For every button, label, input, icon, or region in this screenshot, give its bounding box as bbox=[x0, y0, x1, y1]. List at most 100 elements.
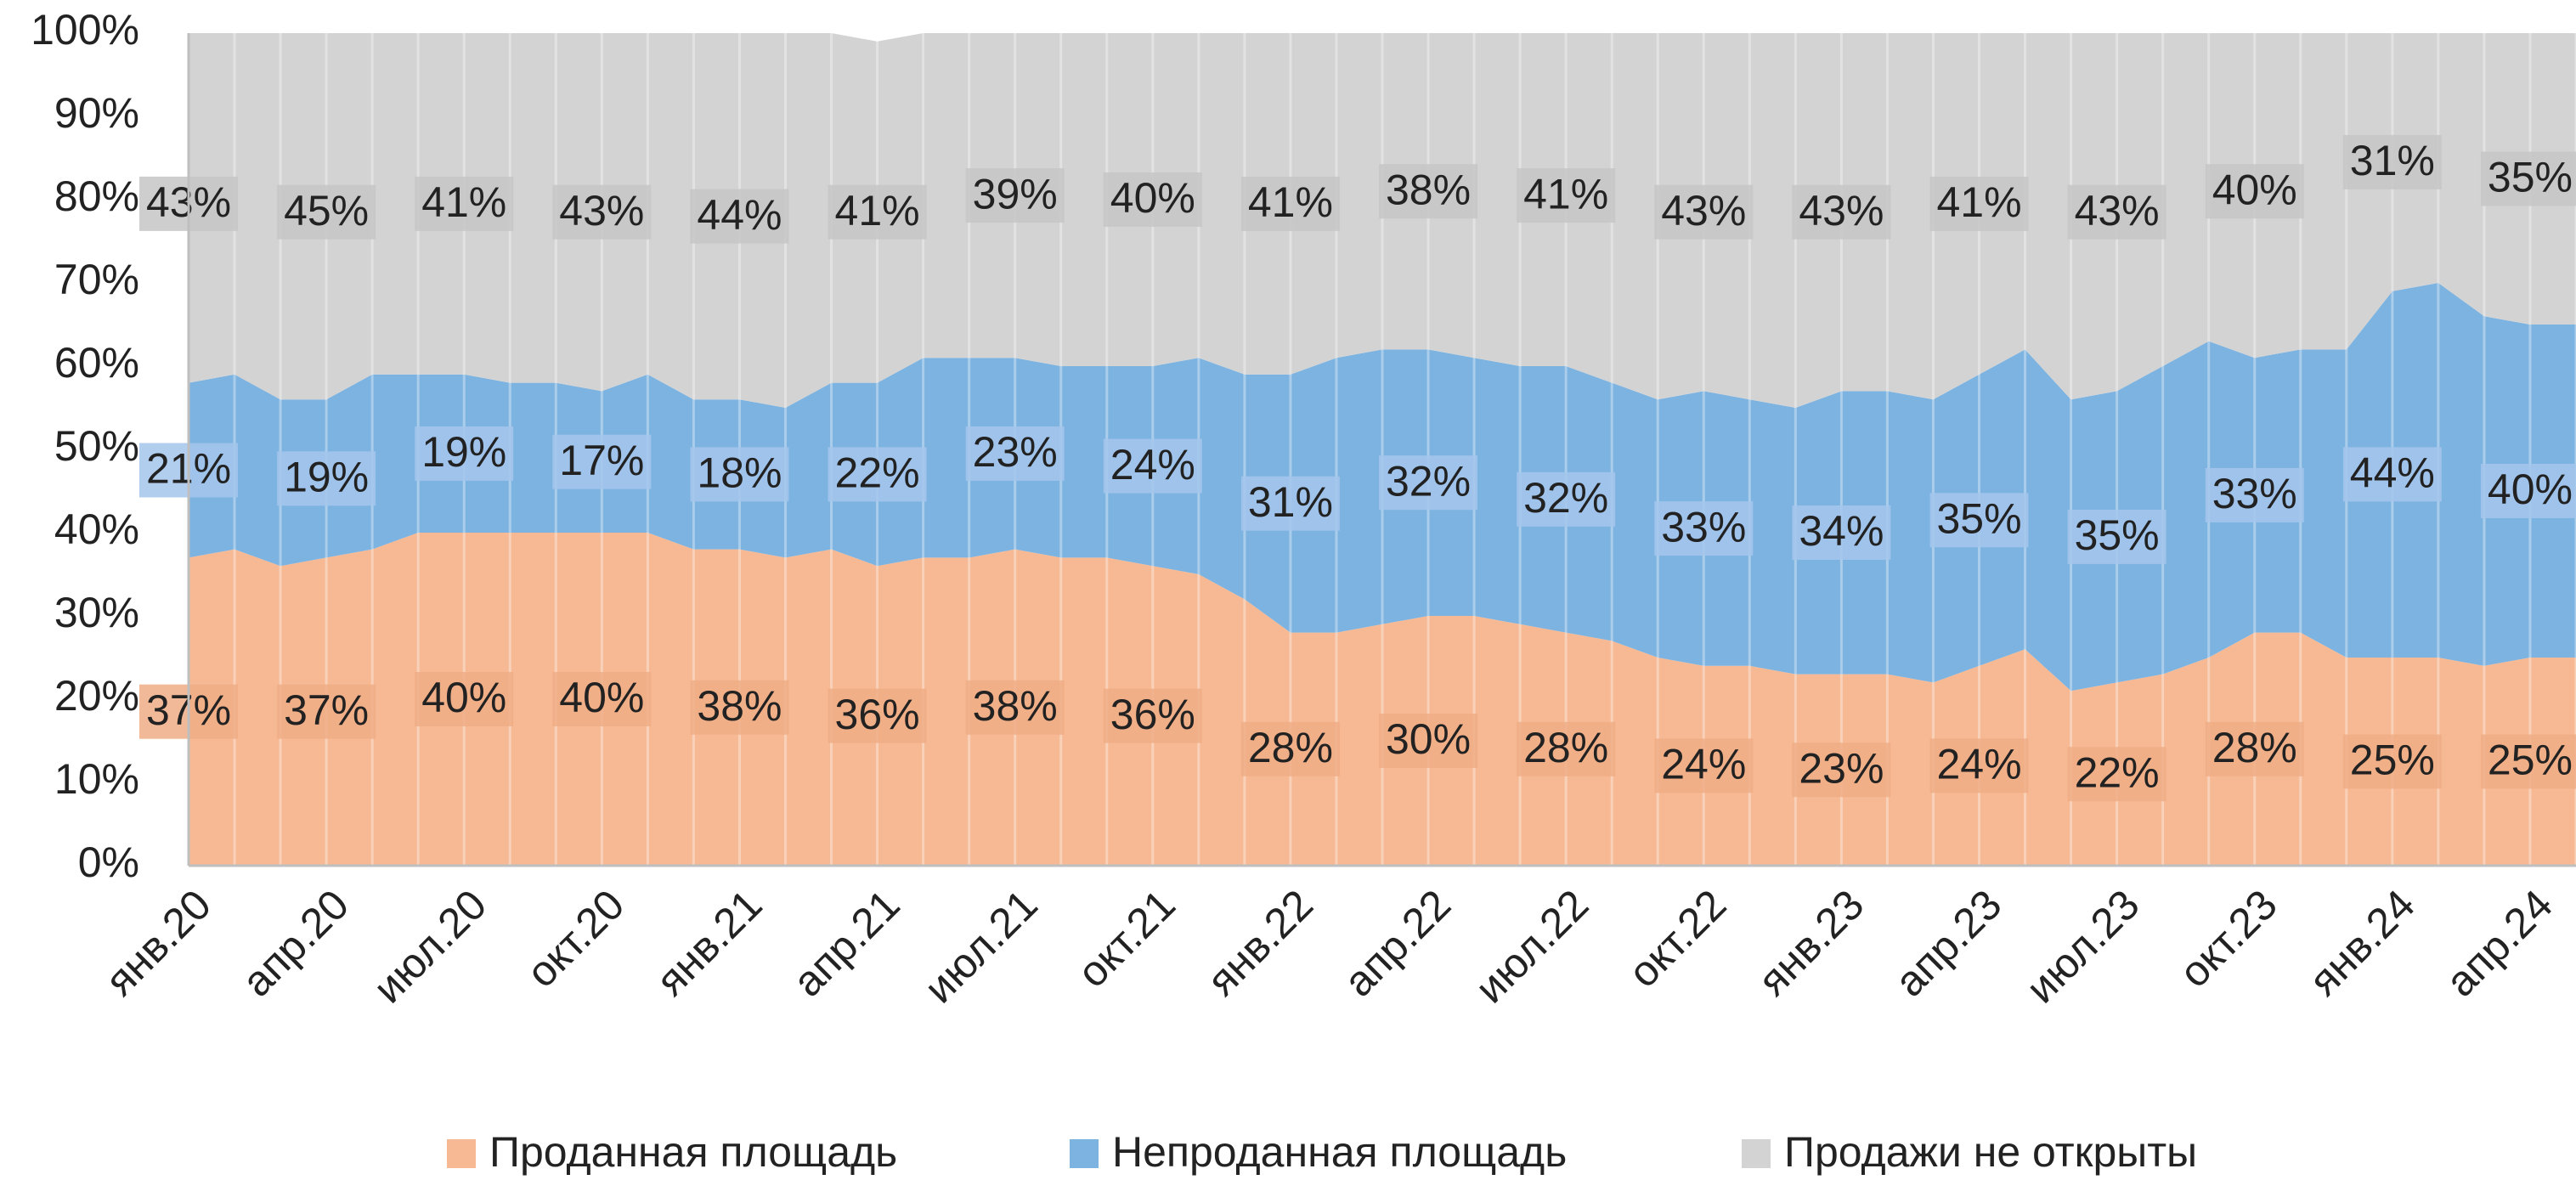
data-label-bg bbox=[1517, 721, 1616, 776]
data-label: 19% bbox=[421, 428, 506, 476]
data-label: 24% bbox=[1936, 741, 2021, 788]
y-tick-label: 10% bbox=[54, 755, 139, 803]
data-label-bg bbox=[1103, 172, 1202, 227]
data-label-bg bbox=[277, 451, 376, 506]
data-label: 41% bbox=[1936, 178, 2021, 226]
legend-label: Продажи не открыты bbox=[1784, 1128, 2197, 1176]
data-label: 33% bbox=[1661, 503, 1746, 550]
data-label-bg bbox=[828, 447, 927, 502]
data-label: 36% bbox=[1110, 691, 1195, 738]
y-tick-label: 100% bbox=[31, 6, 139, 54]
data-label: 38% bbox=[1386, 166, 1471, 213]
data-label: 31% bbox=[1248, 478, 1333, 526]
data-label-bg bbox=[1379, 164, 1478, 219]
data-label: 40% bbox=[559, 674, 644, 721]
data-label-bg bbox=[828, 184, 927, 240]
data-label-bg bbox=[2480, 464, 2576, 518]
x-tick-label: янв.20 bbox=[96, 881, 220, 1005]
data-label: 37% bbox=[284, 686, 369, 734]
data-label-bg bbox=[1929, 738, 2029, 793]
data-label-bg bbox=[1240, 476, 1340, 531]
data-label-bg bbox=[1379, 455, 1478, 511]
data-label: 33% bbox=[2212, 470, 2297, 517]
data-label-bg bbox=[690, 680, 789, 735]
data-label-bg bbox=[1654, 184, 1754, 240]
legend-swatch bbox=[1742, 1139, 1771, 1168]
data-label-bg bbox=[1792, 505, 1891, 560]
x-tick-label: окт.22 bbox=[1619, 881, 1736, 997]
data-label: 31% bbox=[2350, 137, 2435, 184]
data-label: 41% bbox=[1523, 170, 1608, 217]
data-label-bg bbox=[2205, 467, 2304, 522]
data-label-bg bbox=[1654, 738, 1754, 793]
data-label: 41% bbox=[835, 187, 920, 234]
x-tick-label: окт.21 bbox=[1068, 881, 1184, 997]
x-tick-label: янв.22 bbox=[1198, 881, 1322, 1005]
data-label: 28% bbox=[1248, 724, 1333, 771]
data-label-bg bbox=[1654, 501, 1754, 556]
x-tick-label: апр.21 bbox=[783, 881, 908, 1006]
data-label-bg bbox=[965, 168, 1065, 223]
data-label: 19% bbox=[284, 454, 369, 501]
data-label: 35% bbox=[2075, 511, 2160, 559]
data-label-bg bbox=[965, 426, 1065, 481]
data-label-bg bbox=[1517, 471, 1616, 527]
x-tick-label: апр.23 bbox=[1885, 881, 2010, 1006]
y-tick-label: 70% bbox=[54, 256, 139, 303]
data-label-bg bbox=[2342, 447, 2442, 502]
data-label: 32% bbox=[1523, 474, 1608, 522]
data-label: 39% bbox=[973, 170, 1058, 217]
data-label-bg bbox=[277, 684, 376, 739]
data-label: 43% bbox=[1799, 187, 1884, 234]
data-label-bg bbox=[1517, 168, 1616, 223]
data-label-bg bbox=[1103, 688, 1202, 743]
y-tick-label: 0% bbox=[78, 838, 139, 886]
data-label: 41% bbox=[1248, 178, 1333, 226]
data-label-bg bbox=[415, 426, 514, 481]
data-label-bg bbox=[552, 672, 652, 726]
data-label: 38% bbox=[973, 682, 1058, 730]
data-label: 44% bbox=[2350, 449, 2435, 497]
data-label-bg bbox=[277, 184, 376, 240]
data-label-bg bbox=[1240, 176, 1340, 231]
x-tick-label: окт.20 bbox=[517, 881, 634, 997]
data-label-bg bbox=[1792, 184, 1891, 240]
data-label: 43% bbox=[1661, 187, 1746, 234]
data-label-bg bbox=[1929, 493, 2029, 548]
data-label: 43% bbox=[559, 187, 644, 234]
data-label: 24% bbox=[1661, 741, 1746, 788]
legend-swatch bbox=[1070, 1139, 1099, 1168]
data-label: 40% bbox=[421, 674, 506, 721]
data-label-bg bbox=[828, 688, 927, 743]
data-label-bg bbox=[415, 176, 514, 231]
data-label-bg bbox=[2342, 134, 2442, 189]
x-tick-label: апр.24 bbox=[2437, 881, 2562, 1006]
data-label-bg bbox=[1379, 714, 1478, 768]
data-label-bg bbox=[690, 189, 789, 244]
data-label-bg bbox=[2480, 151, 2576, 206]
y-tick-label: 90% bbox=[54, 89, 139, 137]
y-tick-label: 40% bbox=[54, 505, 139, 553]
data-label: 36% bbox=[835, 691, 920, 738]
data-label: 44% bbox=[697, 191, 782, 239]
x-tick-label: июл.20 bbox=[364, 881, 495, 1013]
data-label: 25% bbox=[2488, 737, 2573, 784]
data-label: 23% bbox=[1799, 745, 1884, 793]
x-tick-label: янв.23 bbox=[1748, 881, 1873, 1005]
data-label-bg bbox=[690, 447, 789, 502]
data-label: 38% bbox=[697, 682, 782, 730]
data-label: 28% bbox=[1523, 724, 1608, 771]
data-label: 24% bbox=[1110, 441, 1195, 488]
data-label-bg bbox=[1240, 721, 1340, 776]
x-tick-label: янв.21 bbox=[647, 881, 771, 1005]
data-label: 40% bbox=[2488, 466, 2573, 513]
data-label: 17% bbox=[559, 437, 644, 484]
area bbox=[189, 33, 2576, 408]
legend-label: Проданная площадь bbox=[489, 1128, 897, 1176]
data-label: 23% bbox=[973, 428, 1058, 476]
x-tick-label: июл.22 bbox=[1466, 881, 1597, 1013]
x-tick-label: окт.23 bbox=[2170, 881, 2286, 997]
legend-swatch bbox=[447, 1139, 476, 1168]
